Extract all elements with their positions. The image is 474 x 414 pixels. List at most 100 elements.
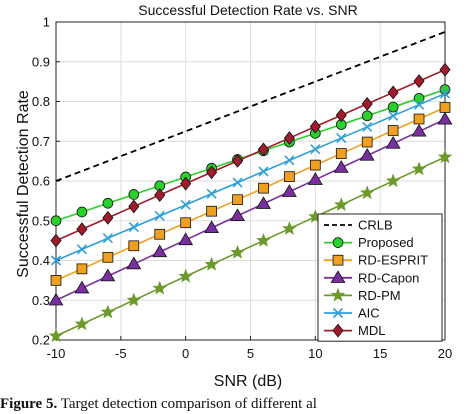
data-point-diamond: [231, 153, 244, 168]
data-point-circle: [413, 92, 425, 104]
data-point-diamond: [439, 62, 451, 77]
data-point-star: [74, 316, 90, 331]
y-tick-label: 0.9: [32, 54, 50, 69]
series-line: [55, 156, 446, 337]
x-tick-label: 0: [182, 346, 189, 361]
data-point-triangle: [178, 232, 194, 246]
data-point-square: [413, 113, 425, 125]
data-point-square: [154, 228, 166, 240]
legend-item: Proposed: [324, 235, 414, 250]
y-axis-label: Successful Detection Rate: [15, 90, 32, 278]
y-tick-label: 0.6: [32, 174, 50, 189]
series-rd-esprit: [50, 102, 451, 286]
data-point-star: [48, 328, 64, 343]
data-point-square: [50, 275, 62, 286]
legend-label: Proposed: [358, 235, 414, 250]
x-tick-label: -5: [115, 346, 127, 361]
data-point-x: [154, 210, 165, 222]
caption-label: Figure 5.: [0, 396, 58, 412]
data-point-star: [411, 161, 427, 176]
legend-label: RD-PM: [358, 288, 401, 303]
data-point-x: [388, 110, 399, 121]
axis-ticks: -10 -5 0 5 10 15 20 0.2 0.3 0.4 0.5 0.6 0.7 0.8 0.9 1: [32, 15, 452, 362]
data-point-triangle: [100, 268, 116, 282]
data-point-triangle: [437, 111, 453, 125]
data-point-square: [361, 136, 373, 148]
data-point-diamond: [335, 108, 347, 123]
legend-item: CRLB: [324, 218, 393, 233]
data-point-diamond: [102, 210, 114, 225]
data-point-star: [178, 268, 193, 283]
data-point-x: [362, 121, 373, 133]
data-point-triangle: [333, 160, 349, 173]
data-point-square: [128, 240, 140, 252]
data-point-triangle: [48, 292, 64, 306]
data-point-diamond: [361, 96, 373, 111]
data-point-circle: [387, 101, 399, 113]
legend-label: RD-Capon: [358, 270, 419, 285]
data-point-diamond: [76, 222, 88, 237]
data-point-diamond: [257, 142, 270, 157]
data-point-x: [232, 177, 243, 188]
data-point-star: [334, 197, 349, 211]
data-point-square: [284, 171, 295, 182]
data-point-x: [76, 244, 87, 255]
series-line: [55, 68, 446, 242]
series-line: [55, 106, 446, 282]
data-point-triangle: [74, 280, 90, 294]
figure-caption: Figure 5. Target detection comparison of…: [0, 394, 474, 414]
data-point-x: [102, 233, 113, 244]
series-line: [55, 92, 446, 262]
data-point-star: [256, 233, 271, 247]
data-point-triangle: [330, 270, 346, 283]
series-layer: [48, 31, 453, 343]
data-point-circle: [50, 215, 62, 227]
data-point-x: [284, 155, 295, 166]
legend-label: CRLB: [358, 218, 393, 233]
data-point-x: [414, 99, 425, 110]
data-point-square: [258, 182, 269, 194]
x-tick-label: 20: [438, 346, 452, 361]
data-point-circle: [332, 237, 344, 248]
legend: CRLB Proposed RD-ESPRIT RD-Capon RD-PM AIC MDL: [317, 213, 443, 342]
data-point-star: [330, 287, 346, 302]
data-point-diamond: [50, 233, 62, 248]
y-tick-label: 0.4: [32, 253, 50, 268]
data-point-star: [100, 304, 116, 319]
data-point-star: [204, 256, 219, 271]
data-point-square: [180, 217, 192, 229]
data-point-diamond: [387, 85, 399, 100]
data-point-circle: [76, 206, 88, 218]
data-point-x: [50, 255, 62, 266]
data-point-star: [282, 221, 297, 235]
legend-item: RD-ESPRIT: [324, 253, 428, 268]
legend-item: AIC: [324, 306, 380, 321]
data-point-x: [336, 133, 347, 144]
data-point-square: [232, 194, 243, 206]
x-tick-label: 5: [247, 346, 254, 361]
data-point-triangle: [126, 256, 142, 270]
series-rd-capon: [48, 111, 453, 306]
data-point-diamond: [206, 165, 218, 180]
data-point-circle: [128, 189, 140, 200]
data-point-square: [335, 148, 347, 159]
data-point-triangle: [411, 123, 427, 137]
x-tick-label: 10: [308, 346, 322, 361]
x-tick-label: -10: [47, 346, 66, 361]
data-point-triangle: [256, 196, 271, 209]
data-point-x: [439, 88, 451, 99]
data-point-diamond: [283, 131, 295, 146]
data-point-star: [230, 244, 245, 259]
series-rd-pm: [48, 149, 453, 343]
data-point-square: [206, 205, 217, 217]
data-point-diamond: [332, 323, 344, 338]
data-point-circle: [361, 110, 373, 122]
y-tick-label: 0.3: [32, 293, 50, 308]
data-point-circle: [102, 197, 114, 209]
y-tick-label: 0.8: [32, 94, 50, 109]
chart-title: Successful Detection Rate vs. SNR: [138, 2, 357, 18]
y-tick-label: 0.5: [32, 213, 50, 228]
data-point-diamond: [309, 119, 321, 134]
series-aic: [50, 88, 451, 266]
data-point-diamond: [128, 199, 140, 214]
